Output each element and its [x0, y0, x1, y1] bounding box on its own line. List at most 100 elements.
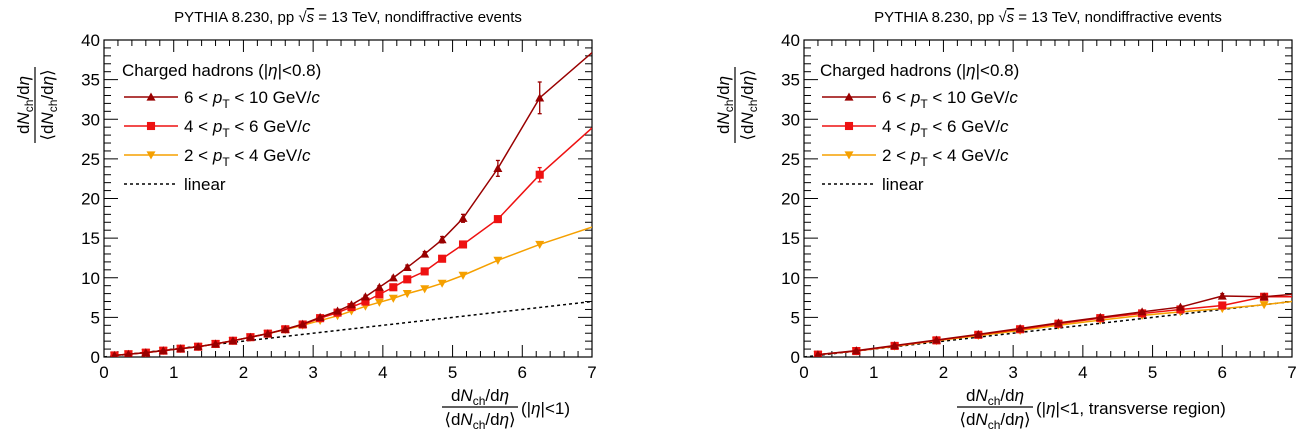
- x-tick-label: 3: [1008, 363, 1017, 382]
- y-tick-label: 40: [781, 31, 800, 50]
- data-point: [346, 300, 356, 309]
- y-axis-label-fraction: dNch/dη⟨dNch/dη⟩: [714, 67, 760, 143]
- y-tick-label: 10: [81, 269, 100, 288]
- data-point: [315, 312, 325, 321]
- text-part: < 4 GeV/: [230, 146, 303, 165]
- plot-area: [804, 291, 1292, 357]
- text-part: 4 <: [882, 117, 911, 136]
- data-point: [1217, 291, 1227, 300]
- y-tick-label: 10: [781, 269, 800, 288]
- text-part: p: [212, 88, 222, 107]
- legend-swatch-marker: [146, 151, 156, 160]
- text-part: p: [212, 146, 222, 165]
- text-part: |<1, transverse region): [1056, 399, 1226, 418]
- y-tick-label: 5: [791, 308, 800, 327]
- data-point: [890, 341, 900, 350]
- series-6-pt-10-gev-c: [814, 291, 1292, 357]
- title-s: s: [1007, 9, 1015, 26]
- data-point: [403, 275, 412, 284]
- text-part: c: [1000, 117, 1009, 136]
- text-part: < 10 GeV/: [230, 88, 312, 107]
- text-part: ch: [988, 418, 1001, 432]
- text-part: ⟨d: [38, 125, 57, 141]
- title-text: = 13 TeV, nondiffractive events: [314, 9, 522, 26]
- data-point: [374, 298, 384, 307]
- linear-reference-line: [804, 300, 1292, 357]
- x-tick-label: 4: [1078, 363, 1087, 382]
- x-tick-label: 2: [939, 363, 948, 382]
- text-part: N: [714, 112, 733, 125]
- data-point: [228, 336, 238, 345]
- legend-swatch-marker: [146, 121, 156, 131]
- text-part: η: [1046, 399, 1055, 418]
- data-point: [420, 249, 430, 258]
- text-part: Charged hadrons (|: [122, 61, 268, 80]
- x-tick-label: 7: [1287, 363, 1296, 382]
- linear-reference-line: [104, 300, 592, 357]
- data-point: [437, 279, 447, 288]
- data-point: [437, 235, 447, 244]
- text-part: ch: [46, 100, 60, 113]
- text-part: N: [38, 112, 57, 125]
- series-2-pt-4-gev-c: [813, 300, 1292, 357]
- y-tick-label: 5: [91, 308, 100, 327]
- data-point: [458, 213, 468, 222]
- text-part: /d: [485, 386, 499, 405]
- series-2-pt-4-gev-c: [109, 226, 592, 357]
- legend: Charged hadrons (|η|<0.8)6 < pT < 10 GeV…: [820, 61, 1019, 194]
- text-part: ⟩: [1024, 410, 1031, 429]
- text-part: /d: [714, 85, 733, 99]
- data-point: [438, 254, 447, 263]
- legend-label: 4 < pT < 6 GeV/c: [184, 117, 311, 140]
- legend-label: 2 < pT < 4 GeV/c: [882, 146, 1009, 169]
- data-point: [141, 348, 151, 357]
- data-point: [1259, 292, 1269, 301]
- x-tick-label: 5: [1148, 363, 1157, 382]
- text-part: d: [451, 386, 460, 405]
- y-tick-label: 0: [91, 348, 100, 367]
- text-part: c: [311, 88, 320, 107]
- title-text: = 13 TeV, nondiffractive events: [1014, 9, 1222, 26]
- text-part: N: [975, 386, 988, 405]
- legend-swatch-marker: [844, 151, 854, 160]
- data-point: [1259, 301, 1269, 310]
- text-part: (|: [521, 399, 531, 418]
- series-linear: [804, 300, 1292, 357]
- text-part: η: [714, 76, 733, 85]
- data-point: [493, 215, 502, 224]
- legend: Charged hadrons (|η|<0.8)6 < pT < 10 GeV…: [122, 61, 321, 194]
- text-part: Charged hadrons (|: [820, 61, 966, 80]
- text-part: ch: [722, 100, 736, 113]
- y-tick-label: 40: [81, 31, 100, 50]
- data-point: [535, 240, 545, 249]
- y-tick-label: 25: [81, 150, 100, 169]
- x-tick-label: 7: [587, 363, 596, 382]
- legend-swatch-marker: [844, 121, 854, 131]
- text-part: T: [222, 155, 230, 169]
- data-point: [360, 292, 370, 301]
- legend-label: 6 < pT < 10 GeV/c: [184, 88, 320, 111]
- x-tick-label: 6: [518, 363, 527, 382]
- text-part: η: [14, 76, 33, 85]
- text-part: N: [975, 410, 988, 429]
- data-point: [211, 339, 221, 348]
- text-part: ⟩: [509, 410, 516, 429]
- x-axis-label-denominator: ⟨dNch/dη⟩: [959, 410, 1030, 432]
- text-part: /d: [738, 85, 757, 99]
- y-axis-label-denominator: ⟨dNch/dη⟩: [38, 69, 60, 140]
- text-part: /d: [1000, 410, 1014, 429]
- legend-label: 6 < pT < 10 GeV/c: [882, 88, 1018, 111]
- y-axis-label-denominator: ⟨dNch/dη⟩: [738, 69, 760, 140]
- x-tick-label: 2: [239, 363, 248, 382]
- legend-item: linear: [822, 175, 924, 194]
- text-part: < 10 GeV/: [928, 88, 1010, 107]
- y-tick-label: 35: [81, 71, 100, 90]
- text-part: η: [268, 61, 277, 80]
- y-tick-label: 30: [81, 110, 100, 129]
- x-tick-label: 0: [99, 363, 108, 382]
- text-part: d: [14, 125, 33, 134]
- y-tick-label: 15: [81, 229, 100, 248]
- text-part: T: [920, 126, 928, 140]
- data-point: [535, 93, 545, 102]
- series-line: [114, 226, 592, 357]
